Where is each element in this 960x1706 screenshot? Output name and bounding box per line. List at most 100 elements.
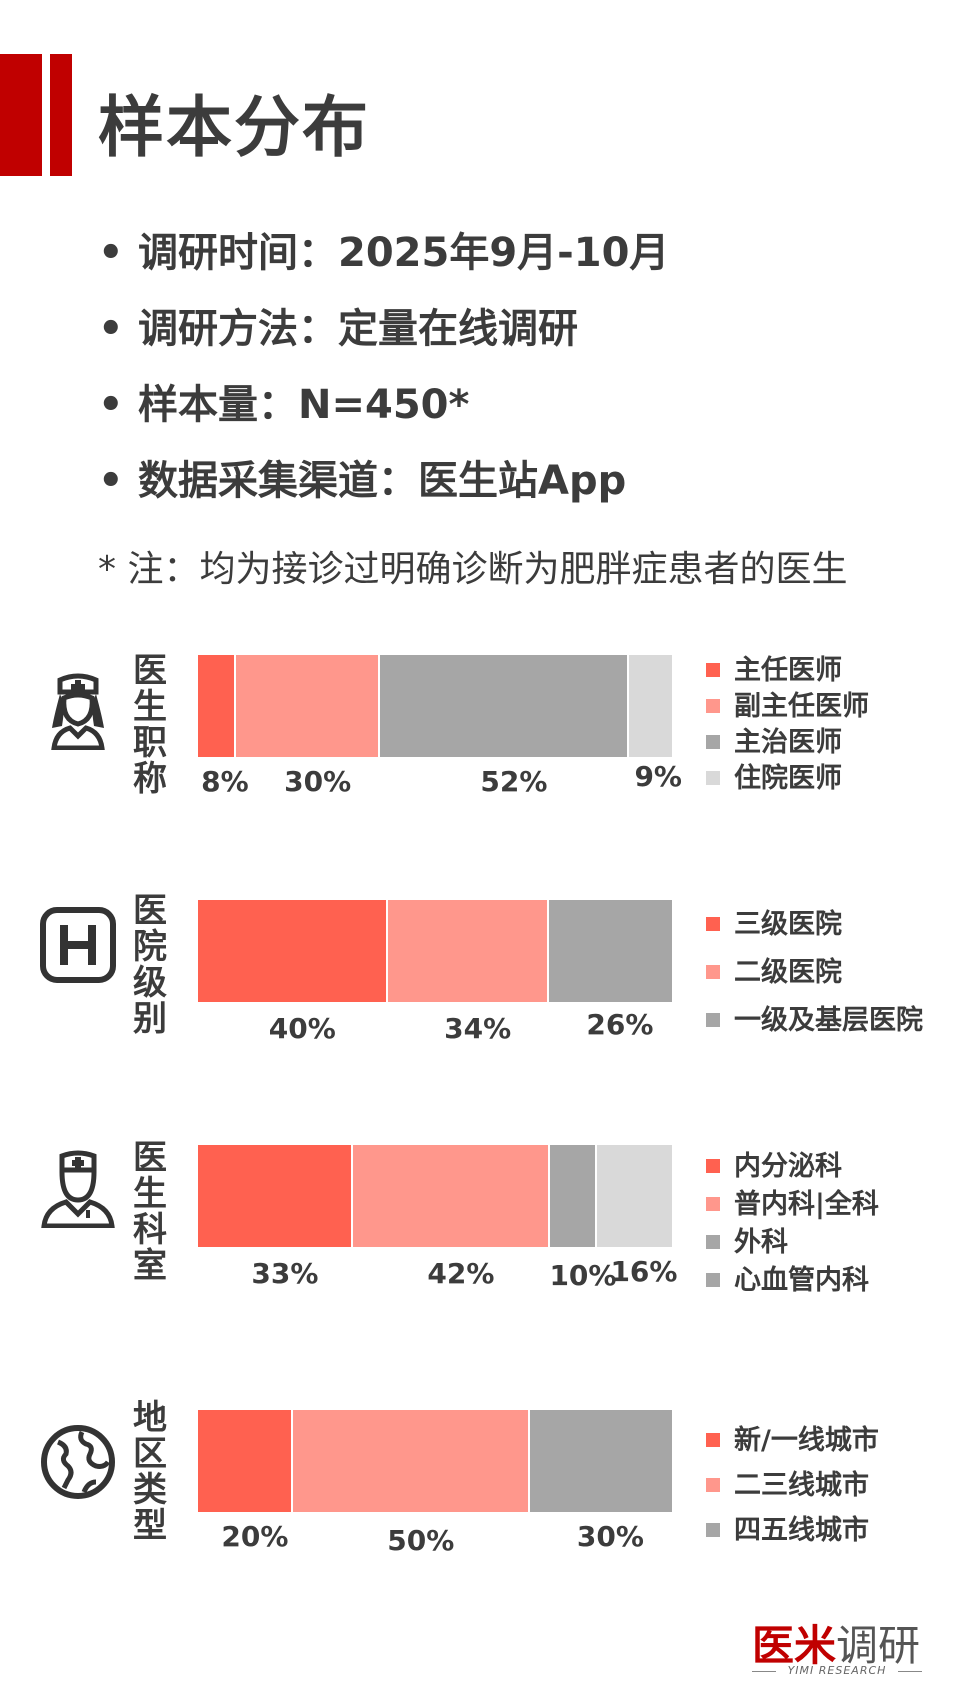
legend-swatch	[706, 1432, 720, 1447]
bar-segment	[198, 900, 388, 1002]
logo-text-red: 医米	[752, 1621, 837, 1670]
legend-swatch	[706, 698, 720, 713]
bullet-dot: •	[98, 230, 124, 276]
chart-label: 医生科室	[133, 1138, 167, 1286]
legend-label: 三级医院	[734, 909, 842, 940]
legend-swatch	[706, 1234, 720, 1249]
data-label: 50%	[387, 1524, 455, 1557]
data-label: 30%	[576, 1520, 644, 1553]
legend-swatch	[706, 1158, 720, 1173]
legend-item: 一级及基层医院	[706, 998, 923, 1037]
bar-segment	[198, 655, 237, 757]
nurse-icon	[38, 670, 118, 751]
legend-item: 主任医师	[706, 648, 842, 687]
chart-label: 医院级别	[133, 891, 167, 1039]
data-label: 34%	[444, 1012, 512, 1045]
legend-label: 二三线城市	[734, 1470, 869, 1501]
bar-segment	[529, 1410, 672, 1512]
legend-label: 新/一线城市	[734, 1425, 879, 1456]
bullet-dot: •	[98, 306, 124, 352]
bullet-text: 数据采集渠道：医生站App	[138, 458, 627, 504]
bullet-item-data-channel: • 数据采集渠道：医生站App	[98, 448, 626, 506]
title-accent-bar	[0, 54, 42, 176]
doctor-icon	[38, 1148, 118, 1229]
data-label: 42%	[427, 1257, 495, 1290]
legend-item: 四五线城市	[706, 1508, 869, 1547]
page-title: 样本分布	[98, 89, 370, 166]
bullet-item-survey-method: • 调研方法：定量在线调研	[98, 296, 578, 354]
bar-segment	[379, 655, 629, 757]
legend-swatch	[706, 1196, 720, 1211]
title-accent-bar-thin	[50, 54, 72, 176]
bullet-text: 样本量：N=450*	[138, 382, 470, 428]
bar-segment	[198, 1410, 293, 1512]
bar-segment	[628, 655, 672, 757]
brand-logo: 医米调研 YIMI RESEARCH	[752, 1612, 922, 1684]
legend-label: 主任医师	[734, 655, 842, 686]
legend-item: 心血管内科	[706, 1258, 869, 1297]
data-label: 52%	[480, 765, 548, 798]
stacked-bar	[198, 1410, 672, 1512]
data-label: 40%	[268, 1012, 336, 1045]
bullet-text: 调研时间：2025年9月-10月	[138, 230, 670, 276]
bar-segment	[549, 1145, 597, 1247]
legend-label: 二级医院	[734, 957, 842, 988]
data-label: 20%	[221, 1520, 289, 1553]
logo-text-gray: 调研	[836, 1621, 921, 1670]
chart-label: 地区类型	[133, 1398, 167, 1546]
stacked-bar	[198, 655, 672, 757]
legend-label: 内分泌科	[734, 1151, 842, 1182]
legend-item: 住院医师	[706, 756, 842, 795]
logo-rule-left	[752, 1671, 776, 1672]
logo-subtitle: YIMI RESEARCH	[787, 1664, 887, 1677]
bar-segment	[198, 1145, 353, 1247]
bullet-item-sample-size: • 样本量：N=450*	[98, 372, 469, 430]
legend-swatch	[706, 662, 720, 677]
chart-label: 医生职称	[133, 651, 167, 799]
legend-item: 二级医院	[706, 950, 842, 989]
legend-item: 外科	[706, 1220, 788, 1259]
legend-label: 外科	[734, 1227, 788, 1258]
data-label: 33%	[251, 1257, 319, 1290]
data-label: 16%	[610, 1255, 678, 1288]
legend-item: 二三线城市	[706, 1463, 869, 1502]
legend-swatch	[706, 1272, 720, 1287]
legend-swatch	[706, 916, 720, 931]
legend-item: 三级医院	[706, 902, 842, 941]
legend-swatch	[706, 1522, 720, 1537]
data-label: 8%	[201, 765, 249, 798]
stacked-bar	[198, 1145, 672, 1247]
logo-rule-right	[898, 1671, 922, 1672]
legend-label: 一级及基层医院	[734, 1005, 923, 1036]
bullet-dot: •	[98, 458, 124, 504]
footnote: * 注：均为接诊过明确诊断为肥胖症患者的医生	[98, 549, 848, 590]
legend-swatch	[706, 964, 720, 979]
bullet-dot: •	[98, 382, 124, 428]
data-label: 9%	[634, 760, 682, 793]
legend-item: 内分泌科	[706, 1144, 842, 1183]
legend-item: 新/一线城市	[706, 1418, 879, 1457]
bar-segment	[387, 900, 549, 1002]
legend-label: 心血管内科	[734, 1265, 869, 1296]
bullet-item-survey-time: • 调研时间：2025年9月-10月	[98, 220, 669, 278]
legend-item: 副主任医师	[706, 684, 869, 723]
legend-label: 住院医师	[734, 763, 842, 794]
data-label: 10%	[549, 1259, 617, 1292]
legend-label: 副主任医师	[734, 691, 869, 722]
legend-swatch	[706, 1012, 720, 1027]
hospital-icon	[38, 905, 118, 985]
data-label: 30%	[284, 765, 352, 798]
legend-label: 四五线城市	[734, 1515, 869, 1546]
legend-item: 普内科|全科	[706, 1182, 879, 1221]
bar-segment	[292, 1410, 530, 1512]
legend-label: 普内科|全科	[734, 1189, 879, 1220]
bar-segment	[352, 1145, 550, 1247]
bar-segment	[548, 900, 672, 1002]
legend-swatch	[706, 734, 720, 749]
legend-swatch	[706, 770, 720, 785]
bar-segment	[236, 655, 380, 757]
legend-item: 主治医师	[706, 720, 842, 759]
stacked-bar	[198, 900, 672, 1002]
legend-label: 主治医师	[734, 727, 842, 758]
legend-swatch	[706, 1477, 720, 1492]
